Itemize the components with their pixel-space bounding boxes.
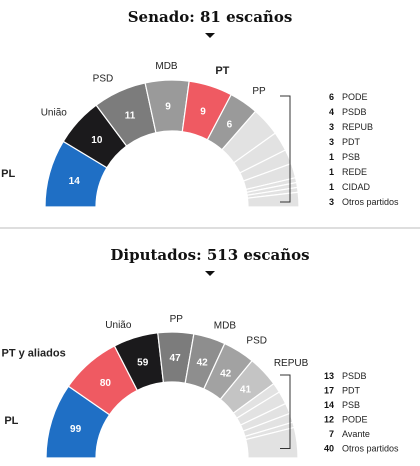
other-party-name: PODE — [342, 415, 368, 425]
other-party-name: PSDB — [342, 371, 367, 381]
segment-value: 11 — [125, 111, 136, 122]
other-party-name: REPUB — [342, 122, 373, 132]
other-party-count: 17 — [324, 386, 334, 396]
party-label: MDB — [155, 61, 178, 72]
others-bracket — [280, 95, 291, 203]
chart-title: Diputados: 513 escaños — [110, 246, 309, 264]
other-party-count: 1 — [329, 152, 334, 162]
segment-value: 99 — [70, 424, 82, 435]
party-label: PSD — [93, 74, 114, 85]
party-label: PP — [252, 86, 266, 97]
other-party-name: PDT — [342, 386, 361, 396]
other-party-name: PSB — [342, 400, 360, 410]
segment-value: 6 — [227, 119, 233, 130]
other-party-count: 3 — [329, 122, 334, 132]
chart-title: Senado: 81 escaños — [128, 8, 293, 26]
party-label: REPUB — [274, 358, 309, 369]
chart-1: Diputados: 513 escaños 99 PL 80 PT y aliados… — [2, 246, 399, 459]
segment-value: 42 — [197, 358, 209, 369]
other-party-name: PDT — [342, 137, 361, 147]
others-segment — [245, 426, 299, 459]
party-label: PL — [1, 168, 15, 180]
segment-value: 9 — [165, 102, 171, 113]
party-label: MDB — [214, 320, 237, 331]
other-party-count: 4 — [329, 107, 334, 117]
party-label: União — [41, 108, 68, 119]
segment-value: 41 — [240, 385, 252, 396]
other-party-name: Otros partidos — [342, 444, 399, 454]
party-label: PL — [4, 415, 18, 427]
segment-value: 9 — [200, 106, 206, 117]
other-party-count: 14 — [324, 400, 334, 410]
others-segment — [246, 191, 300, 208]
party-label: PP — [170, 314, 184, 325]
segment-value: 14 — [69, 176, 81, 187]
segment-value: 47 — [170, 353, 182, 364]
other-party-count: 40 — [324, 444, 334, 454]
other-party-name: PSB — [342, 152, 360, 162]
other-party-name: Otros partidos — [342, 197, 399, 207]
other-party-count: 3 — [329, 137, 334, 147]
other-party-name: REDE — [342, 167, 367, 177]
party-label: União — [105, 320, 132, 331]
other-party-count: 13 — [324, 371, 334, 381]
chevron-down-icon — [205, 271, 215, 276]
other-party-name: CIDAD — [342, 182, 371, 192]
others-bracket — [280, 374, 291, 449]
party-label: PT — [215, 65, 229, 77]
other-party-name: Avante — [342, 429, 370, 439]
other-party-count: 1 — [329, 167, 334, 177]
segment-value: 10 — [91, 135, 103, 146]
other-party-count: 7 — [329, 429, 334, 439]
segment-value: 42 — [220, 368, 232, 379]
party-label: PSD — [246, 335, 267, 346]
other-party-count: 1 — [329, 182, 334, 192]
other-party-count: 6 — [329, 92, 334, 102]
party-label: PT y aliados — [2, 348, 66, 360]
other-party-name: PSDB — [342, 107, 367, 117]
other-party-count: 3 — [329, 197, 334, 207]
other-party-count: 12 — [324, 415, 334, 425]
segment-value: 59 — [137, 357, 149, 368]
chevron-down-icon — [205, 33, 215, 38]
other-party-name: PODE — [342, 92, 368, 102]
segment-value: 80 — [100, 378, 112, 389]
